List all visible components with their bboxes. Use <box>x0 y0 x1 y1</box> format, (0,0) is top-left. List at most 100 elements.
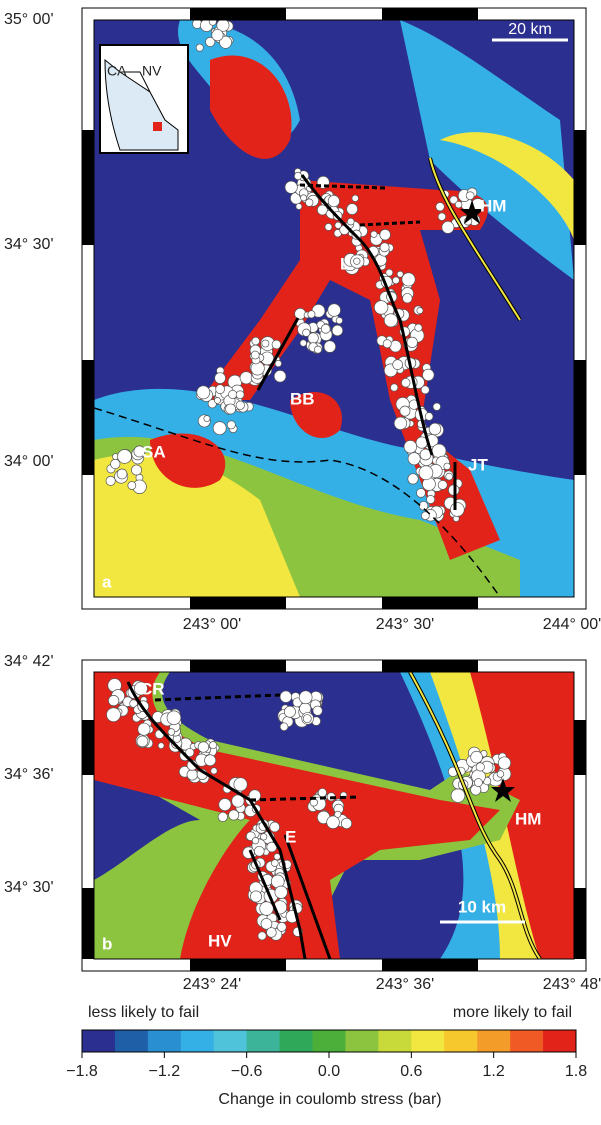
earthquake <box>284 706 295 717</box>
earthquake <box>427 495 435 503</box>
earthquake <box>306 199 314 207</box>
earthquake <box>236 391 244 399</box>
border-segment <box>190 660 286 672</box>
earthquake <box>417 489 426 498</box>
earthquake <box>321 324 330 333</box>
earthquake <box>419 501 428 510</box>
earthquake <box>371 231 378 238</box>
earthquake <box>262 340 269 347</box>
earthquake <box>131 465 141 475</box>
earthquake <box>347 204 358 215</box>
earthquake <box>408 453 420 465</box>
colorbar-tick-label: −0.6 <box>231 1063 263 1080</box>
earthquake <box>299 691 312 704</box>
earthquake <box>390 384 397 391</box>
earthquake <box>138 723 150 735</box>
earthquake <box>432 444 446 458</box>
colorbar-right-label: more likely to fail <box>453 1004 572 1021</box>
colorbar-segment <box>543 1030 576 1052</box>
earthquake <box>325 223 332 230</box>
earthquake <box>318 788 326 796</box>
earthquake <box>444 463 451 470</box>
feature-label: SA <box>142 442 166 461</box>
earthquake <box>205 755 216 766</box>
earthquake <box>198 742 209 753</box>
lon-tick-label: 243° 30' <box>376 616 434 633</box>
lat-tick-label: 35° 00' <box>4 11 54 28</box>
earthquake <box>332 325 343 336</box>
earthquake <box>354 258 360 264</box>
lon-tick-label: 243° 48' <box>543 976 601 993</box>
border-segment <box>82 360 94 475</box>
earthquake <box>303 715 311 723</box>
earthquake <box>274 370 286 382</box>
feature-label: HV <box>208 931 232 950</box>
feature-label: E <box>285 827 296 846</box>
earthquake <box>474 778 482 786</box>
map-a <box>94 4 574 597</box>
earthquake <box>252 337 260 345</box>
earthquake <box>107 708 121 722</box>
earthquake <box>274 854 280 860</box>
earthquake <box>436 203 444 211</box>
earthquake <box>324 341 336 353</box>
earthquake <box>280 691 292 703</box>
panel-label: a <box>102 572 112 591</box>
earthquake <box>313 706 322 715</box>
earthquake <box>374 301 388 315</box>
earthquake <box>196 44 203 51</box>
colorbar-segment <box>510 1030 543 1052</box>
colorbar-tick-label: 0.0 <box>318 1063 340 1080</box>
earthquake <box>425 413 433 421</box>
earthquake <box>218 812 227 821</box>
earthquake <box>341 818 351 828</box>
colorbar-segment <box>115 1030 148 1052</box>
colorbar-segment <box>214 1030 247 1052</box>
earthquake <box>108 695 118 705</box>
scale-bar-label: 20 km <box>508 21 552 38</box>
earthquake <box>335 811 341 817</box>
earthquake <box>383 340 391 348</box>
colorbar-segment <box>280 1030 313 1052</box>
lat-tick-label: 34° 30' <box>4 236 54 253</box>
earthquake <box>400 406 410 416</box>
border-segment <box>82 888 94 959</box>
colorbar-tick-label: 1.8 <box>565 1063 587 1080</box>
earthquake <box>423 369 435 381</box>
earthquake <box>271 860 278 867</box>
border-segment <box>574 130 586 245</box>
earthquake <box>227 421 235 429</box>
earthquake <box>352 195 359 202</box>
earthquake <box>419 466 433 480</box>
earthquake <box>404 440 417 453</box>
earthquake <box>415 324 422 331</box>
earthquake <box>300 340 307 347</box>
earthquake <box>251 351 259 359</box>
scale-bar-label: 10 km <box>458 897 506 916</box>
colorbar-segment <box>148 1030 181 1052</box>
earthquake <box>275 886 288 899</box>
colorbar-segment <box>444 1030 477 1052</box>
earthquake <box>401 378 410 387</box>
earthquake <box>211 768 217 774</box>
earthquake <box>328 195 339 206</box>
earthquake <box>168 729 175 736</box>
border-segment <box>190 959 286 971</box>
border-segment <box>574 888 586 959</box>
figure: 35° 00'34° 30'34° 00'243° 00'243° 30'244… <box>0 0 601 1120</box>
colorbar-segment <box>247 1030 280 1052</box>
earthquake <box>347 218 354 225</box>
border-segment <box>382 597 478 609</box>
page: {"panel_a": {"label": "a", "lat_ticks": … <box>0 0 601 1125</box>
colorbar-segment <box>313 1030 346 1052</box>
earthquake <box>167 711 181 725</box>
earthquake <box>438 213 446 221</box>
earthquake <box>393 277 400 284</box>
border-segment <box>82 130 94 245</box>
colorbar-segment <box>411 1030 444 1052</box>
lon-tick-label: 244° 00' <box>543 616 601 633</box>
feature-label: HM <box>515 809 541 828</box>
colorbar-left-label: less likely to fail <box>88 1004 199 1021</box>
earthquake <box>229 810 239 820</box>
border-segment <box>382 959 478 971</box>
